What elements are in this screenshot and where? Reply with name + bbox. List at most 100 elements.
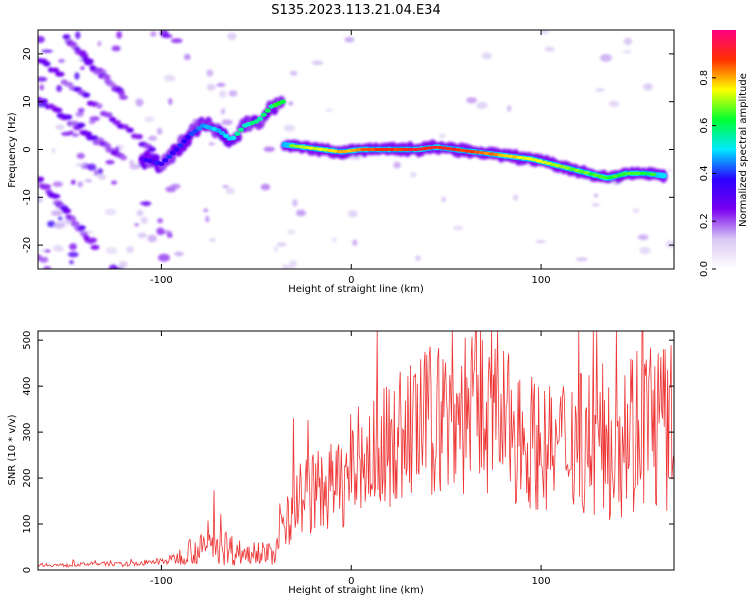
heatmap-cell <box>660 172 668 179</box>
heatmap-cell <box>61 131 72 136</box>
heatmap-cell <box>276 242 287 247</box>
heatmap-cell <box>535 239 546 244</box>
heatmap-cell <box>112 120 121 126</box>
colorbar-tick-label: 0.2 <box>699 213 710 229</box>
heatmap-cell <box>38 254 42 261</box>
heatmap-cell <box>82 131 93 137</box>
heatmap-cell <box>507 105 512 112</box>
heatmap-cell <box>134 223 140 227</box>
heatmap-cell <box>222 184 229 189</box>
colorbar-tick-label: 0.0 <box>699 261 710 277</box>
heatmap-cell <box>289 71 298 76</box>
heatmap-cell <box>623 37 633 46</box>
heatmap-cell <box>75 111 84 117</box>
spectrogram-x-axis-label: Height of straight line (km) <box>288 284 424 295</box>
heatmap-cell <box>332 237 337 243</box>
heatmap-cell <box>41 98 48 104</box>
heatmap-cell <box>158 253 170 262</box>
heatmap-cell <box>75 31 81 40</box>
heatmap-cell <box>166 154 172 159</box>
heatmap-cell <box>150 31 157 37</box>
heatmap-cell <box>594 193 598 198</box>
y-tick-label: 400 <box>22 377 33 396</box>
heatmap-cell <box>116 31 122 39</box>
heatmap-cell <box>228 90 238 97</box>
heatmap-cell <box>208 238 217 242</box>
heatmap-cell <box>220 108 226 115</box>
y-tick-label: 20 <box>22 48 33 61</box>
y-tick-label: -20 <box>22 237 33 253</box>
colorbar-ticks: 0.0 0.2 0.4 0.6 0.8 <box>699 70 716 277</box>
y-tick-label: 300 <box>22 423 33 442</box>
heatmap-cell <box>206 69 214 77</box>
heatmap-cell <box>50 193 61 199</box>
heatmap-cell <box>206 83 216 91</box>
heatmap-cell <box>162 158 169 163</box>
heatmap-cell <box>89 135 99 141</box>
heatmap-cell <box>591 203 600 207</box>
heatmap-cell <box>238 127 245 132</box>
heatmap-cell <box>82 92 91 98</box>
x-tick-label: 0 <box>348 275 354 286</box>
heatmap-cell <box>234 131 241 136</box>
heatmap-cell <box>57 216 63 221</box>
heatmap-cell <box>608 100 620 107</box>
heatmap-cell <box>188 131 195 136</box>
heatmap-cell <box>69 216 77 222</box>
colorbar: 0.0 0.2 0.4 0.6 0.8 Normalized spectral ampl… <box>699 30 749 277</box>
heatmap-cell <box>196 126 203 131</box>
heatmap-cell <box>289 260 298 269</box>
heatmap-cell <box>595 88 605 92</box>
heatmap-cell <box>630 171 638 175</box>
heatmap-cell <box>157 218 164 224</box>
heatmap-cell <box>452 225 464 231</box>
heatmap-cell <box>632 208 640 213</box>
heatmap-cell <box>260 112 267 117</box>
x-tick-label: 0 <box>348 576 354 587</box>
heatmap-cell <box>97 174 107 180</box>
heatmap-cell <box>170 183 181 189</box>
heatmap-cell <box>208 142 215 146</box>
heatmap-cell <box>183 53 191 61</box>
heatmap-cell <box>257 116 264 122</box>
heatmap-cell <box>352 239 358 246</box>
heatmap-cell <box>55 124 65 130</box>
snr-background <box>38 331 674 570</box>
heatmap-cell <box>111 45 121 52</box>
heatmap-cell <box>476 102 488 109</box>
heatmap-cell <box>169 150 176 156</box>
heatmap-cell <box>223 133 229 138</box>
heatmap-cell <box>164 74 176 82</box>
snr-x-axis-label: Height of straight line (km) <box>288 585 424 596</box>
heatmap-cell <box>47 220 56 228</box>
heatmap-cell <box>166 233 173 238</box>
heatmap-cell <box>104 208 117 216</box>
heatmap-cell <box>221 119 233 126</box>
heatmap-cell <box>177 143 184 148</box>
heatmap-cell <box>38 76 48 82</box>
heatmap-cell <box>77 181 83 188</box>
heatmap-cell <box>438 133 446 139</box>
heatmap-cell <box>162 34 173 39</box>
x-tick-label: 100 <box>532 576 551 587</box>
snr-series-line <box>38 331 674 568</box>
heatmap-cell <box>105 247 118 255</box>
heatmap-cell <box>80 66 85 70</box>
heatmap-cell <box>173 147 180 152</box>
heatmap-cell <box>111 180 117 185</box>
colorbar-gradient <box>712 30 736 269</box>
heatmap-cell <box>441 196 446 203</box>
heatmap-cell <box>203 208 209 213</box>
heatmap-cell <box>93 168 99 177</box>
heatmap-cell <box>665 240 674 248</box>
heatmap-cell <box>260 183 271 191</box>
heatmap-cell <box>283 124 295 132</box>
heatmap-cell <box>58 58 65 63</box>
heatmap-cell <box>215 128 222 133</box>
heatmap-cell <box>147 234 157 243</box>
heatmap-cell <box>43 266 52 269</box>
heatmap-cell <box>87 58 94 64</box>
heatmap-cell <box>56 84 63 93</box>
heatmap-cell <box>374 147 382 152</box>
x-tick-label: -100 <box>150 576 173 587</box>
